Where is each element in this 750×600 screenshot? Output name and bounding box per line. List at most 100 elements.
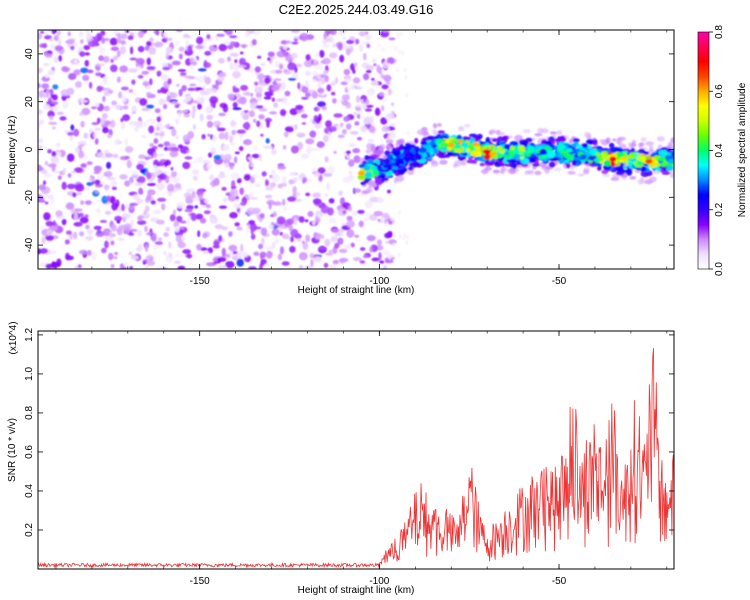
spectrogram-noise-cell bbox=[288, 224, 293, 232]
spectrogram-noise-cell bbox=[110, 224, 117, 232]
colorbar-tick-label: 0.0 bbox=[714, 262, 725, 276]
spectrogram-noise-cell bbox=[62, 101, 69, 109]
spectrogram-noise-cell bbox=[121, 203, 125, 212]
spectrogram-noise-cell bbox=[167, 183, 175, 192]
spectrogram-noise-cell bbox=[59, 116, 67, 121]
spectrogram-noise-cell bbox=[93, 170, 101, 175]
spectrogram-noise-cell bbox=[275, 69, 283, 74]
spectrogram-noise-cell bbox=[352, 148, 361, 154]
spectrogram-signal-cell bbox=[470, 150, 478, 157]
spectrogram-noise-cell bbox=[80, 200, 85, 205]
spectrogram-noise-cell bbox=[260, 133, 264, 137]
spectrogram-noise-cell bbox=[364, 31, 369, 35]
spectrogram-noise-cell bbox=[159, 159, 167, 163]
spectrogram-noise-cell bbox=[44, 73, 50, 79]
spectrogram-noise-cell bbox=[128, 228, 138, 232]
spectrogram-noise-cell bbox=[357, 209, 365, 214]
spectrogram-noise-cell bbox=[247, 225, 251, 230]
spectrogram-noise-cell bbox=[322, 57, 331, 65]
spectrogram-noise-cell bbox=[373, 63, 377, 67]
spectrogram-signal-cell bbox=[423, 145, 432, 150]
spectrogram-noise-cell bbox=[317, 87, 325, 94]
spectrogram-noise-cell bbox=[204, 50, 212, 56]
spectrogram-noise-cell bbox=[231, 180, 236, 188]
spectrogram-noise-cell bbox=[206, 162, 213, 170]
y-tick-label: 40 bbox=[24, 48, 35, 60]
spectrogram-noise-cell bbox=[254, 66, 261, 73]
spectrogram-noise-cell bbox=[184, 208, 193, 213]
spectrogram-noise-cell bbox=[319, 74, 327, 78]
spectrogram-signal-cell bbox=[496, 145, 502, 151]
spectrogram-noise-cell bbox=[45, 263, 53, 269]
spectrogram-signal-cell bbox=[648, 176, 657, 183]
spectrogram-noise-cell bbox=[396, 31, 400, 37]
spectrogram-noise-cell bbox=[91, 122, 100, 126]
spectrogram-noise-cell bbox=[279, 231, 283, 236]
spectrogram-noise-cell bbox=[229, 212, 238, 219]
spectrogram-noise-cell bbox=[203, 59, 208, 69]
spectrogram-noise-cell bbox=[48, 225, 58, 232]
spectrogram-noise-cell bbox=[121, 117, 128, 121]
spectrogram-noise-cell bbox=[116, 35, 121, 44]
x-tick-label: -150 bbox=[190, 276, 210, 287]
spectrogram-noise-cell bbox=[130, 46, 134, 55]
spectrogram-noise-cell bbox=[328, 217, 337, 224]
spectrogram-signal-cell bbox=[481, 169, 489, 175]
spectrogram-noise-cell bbox=[169, 92, 178, 99]
spectrogram-noise-cell bbox=[175, 118, 179, 125]
spectrogram-noise-cell bbox=[398, 49, 401, 54]
spectrogram-noise-cell bbox=[239, 202, 246, 206]
spectrogram-noise-cell bbox=[79, 143, 85, 147]
spectrogram-noise-cell bbox=[39, 248, 48, 254]
spectrogram-noise-cell bbox=[309, 252, 315, 259]
spectrogram-noise-cell bbox=[165, 52, 169, 59]
spectrogram-noise-cell bbox=[113, 30, 118, 35]
spectrogram-noise-cell bbox=[50, 250, 57, 254]
spectrogram-noise-cell bbox=[229, 142, 236, 146]
spectrogram-signal-cell bbox=[618, 143, 627, 149]
spectrogram-noise-cell bbox=[304, 265, 312, 269]
spectrogram-noise-cell bbox=[195, 87, 205, 91]
spectrogram-noise-cell bbox=[48, 121, 58, 125]
spectrogram-noise-cell bbox=[338, 248, 348, 253]
spectrogram-noise-cell bbox=[94, 138, 99, 145]
spectrogram-noise-cell bbox=[317, 101, 326, 108]
spectrogram-noise-cell bbox=[78, 249, 88, 255]
spectrogram-noise-cell bbox=[65, 252, 70, 261]
spectrogram-noise-cell bbox=[392, 242, 396, 248]
spectrogram-noise-cell bbox=[83, 45, 91, 51]
spectrogram-noise-cell bbox=[359, 260, 366, 264]
spectrogram-noise-cell bbox=[212, 134, 217, 143]
spectrogram-noise-cell bbox=[313, 172, 321, 177]
spectrogram-noise-cell bbox=[51, 151, 57, 158]
spectrogram-signal-cell bbox=[566, 163, 571, 169]
spectrogram-noise-cell bbox=[175, 234, 184, 243]
spectrogram-noise-cell bbox=[249, 176, 255, 184]
spectrogram-noise-cell bbox=[73, 231, 78, 240]
spectrogram-noise-cell bbox=[166, 95, 171, 102]
spectrogram-signal-cell bbox=[534, 170, 542, 176]
spectrogram-noise-cell bbox=[161, 73, 169, 82]
spectrogram-noise-cell bbox=[123, 266, 127, 269]
spectrogram-noise-cell bbox=[41, 169, 48, 175]
spectrogram-noise-cell bbox=[106, 195, 111, 202]
spectrogram-noise-cell bbox=[135, 120, 143, 129]
spectrogram-signal-cell bbox=[437, 123, 442, 127]
spectrogram-noise-cell bbox=[170, 147, 180, 152]
y-tick-label: -20 bbox=[24, 190, 35, 205]
spectrogram-noise-cell bbox=[170, 171, 178, 178]
spectrogram-noise-cell bbox=[178, 53, 183, 60]
spectrogram-signal-cell bbox=[617, 136, 626, 141]
spectrogram-noise-cell bbox=[94, 190, 99, 194]
spectrogram-noise-cell bbox=[163, 141, 171, 147]
spectrogram-noise-cell bbox=[118, 91, 123, 99]
spectrogram-noise-cell bbox=[390, 216, 393, 222]
spectrogram-noise-cell bbox=[55, 50, 59, 56]
spectrogram-noise-cell bbox=[317, 107, 321, 111]
spectrogram-noise-cell bbox=[88, 177, 96, 182]
spectrogram-noise-cell bbox=[104, 120, 112, 126]
spectrogram-noise-cell bbox=[236, 226, 243, 231]
spectrogram-noise-cell bbox=[324, 238, 331, 247]
spectrogram-noise-cell bbox=[258, 243, 264, 250]
spectrogram-noise-cell bbox=[177, 111, 181, 118]
